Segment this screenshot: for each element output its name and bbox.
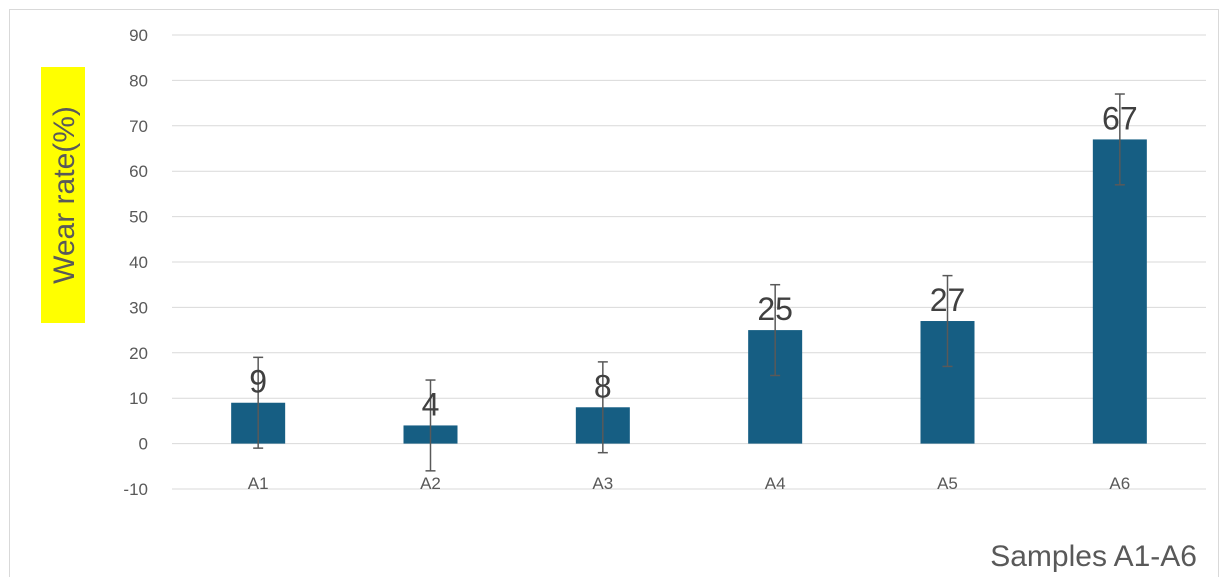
y-tick-label: 80 [129,71,148,90]
x-tick-label: A4 [765,474,786,493]
data-label: 27 [930,282,966,318]
y-tick-label: 30 [129,298,148,317]
y-axis-title-highlight [41,67,85,323]
error-bars [253,93,1125,472]
x-axis-ticks: A1 A2 A3 A4 A5 A6 [248,474,1130,493]
y-tick-label: 10 [129,389,148,408]
y-axis-title: Wear rate(%) [48,106,81,284]
y-tick-label: 50 [129,208,148,227]
x-axis-title: Samples A1-A6 [990,540,1197,573]
bar [1092,139,1147,444]
x-tick-label: A3 [592,474,613,493]
x-tick-label: A1 [248,474,269,493]
y-tick-label: 90 [129,26,148,45]
data-labels: 9 4 8 25 27 67 [249,100,1137,422]
chart-frame [9,9,1219,577]
bars [231,139,1147,444]
y-axis-ticks: -10 0 10 20 30 40 50 60 70 80 90 [123,26,148,499]
y-tick-label: 20 [129,344,148,363]
x-tick-label: A6 [1109,474,1130,493]
data-label: 8 [594,368,612,404]
data-label: 67 [1102,100,1138,136]
y-tick-label: 40 [129,253,148,272]
data-label: 25 [757,291,793,327]
y-tick-label: 0 [139,435,148,454]
x-tick-label: A5 [937,474,958,493]
y-tick-label: -10 [123,480,148,499]
y-tick-label: 70 [129,117,148,136]
x-tick-label: A2 [420,474,441,493]
gridlines [172,34,1206,490]
y-tick-label: 60 [129,162,148,181]
data-label: 4 [422,386,440,422]
data-label: 9 [249,364,267,400]
